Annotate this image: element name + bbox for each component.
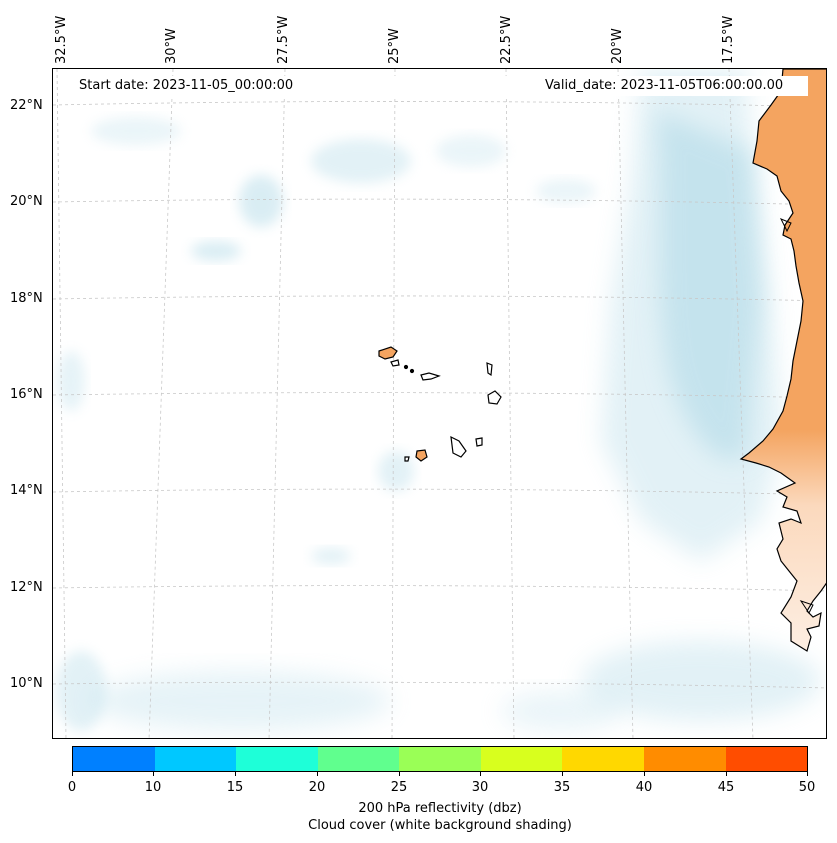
santa-luzia-island [403,364,409,370]
cloud-cover-layer [56,69,821,731]
graticule [53,69,826,738]
brava-island [404,456,410,462]
colorbar-segment-15-20 [236,747,318,771]
colorbar-tick [153,772,154,776]
colorbar-tick-label-45: 45 [717,780,735,795]
fogo-island [415,449,428,462]
lat-label-10n: 10°N [10,676,43,691]
colorbar-tick-label-50: 50 [798,780,816,795]
colorbar-segment-10-15 [154,747,237,771]
colorbar-tick-label-10: 10 [144,780,162,795]
valid-date-label: Valid_date: 2023-11-05T06:00:00.00 [545,78,784,93]
colorbar-tick [807,772,808,776]
sao-nicolau-island [420,372,441,381]
lat-label-12n: 12°N [10,580,43,595]
lon-label-32-5w: 32.5°W [54,15,69,64]
maio-island [475,437,483,447]
colorbar-tick [480,772,481,776]
colorbar-tick [562,772,563,776]
colorbar-tick-label-20: 20 [308,780,326,795]
colorbar-tick [317,772,318,776]
colorbar-segment-0-10 [73,747,155,771]
start-date-label: Start date: 2023-11-05_00:00:00 [79,78,294,93]
lat-label-20n: 20°N [10,194,43,209]
header-background [72,76,808,96]
colorbar-tick [72,772,73,776]
colorbar-tick [235,772,236,776]
colorbar-segment-30-35 [480,747,563,771]
sao-nicolau-dot [409,368,415,374]
colorbar-segment-35-40 [562,747,644,771]
colorbar-tick-label-15: 15 [226,780,244,795]
santiago-island [450,435,467,458]
colorbar-tick-label-35: 35 [553,780,571,795]
colorbar-segment-25-30 [399,747,481,771]
lon-label-27-5w: 27.5°W [276,15,291,64]
lon-label-17-5w: 17.5°W [721,15,736,64]
cape-verde-islands [378,346,502,462]
colorbar-tick-label-0: 0 [67,780,77,795]
lat-label-18n: 18°N [10,291,43,306]
santo-antao-island [378,346,398,360]
lon-label-20w: 20°W [610,28,625,64]
colorbar-title: 200 hPa reflectivity (dbz) [358,801,522,816]
boa-vista-island [487,390,502,405]
lat-label-16n: 16°N [10,387,43,402]
africa-landmass [739,69,826,652]
sao-vicente-island [390,359,400,367]
colorbar-segment-40-45 [643,747,726,771]
sal-island [486,362,493,377]
colorbar-segment-45-50 [725,747,808,771]
map-panel[interactable] [52,68,827,739]
lat-label-22n: 22°N [10,98,43,113]
colorbar-tick [644,772,645,776]
colorbar-tick [726,772,727,776]
lon-label-30w: 30°W [164,28,179,64]
lat-label-14n: 14°N [10,483,43,498]
colorbar-segment-20-25 [317,747,400,771]
map-canvas [53,69,826,738]
coast-detail [779,218,814,614]
lon-label-22-5w: 22.5°W [499,15,514,64]
colorbar-tick-label-30: 30 [471,780,489,795]
colorbar-tick-label-40: 40 [635,780,653,795]
lon-label-25w: 25°W [387,28,402,64]
colorbar-tick [399,772,400,776]
colorbar [72,746,808,772]
colorbar-tick-label-25: 25 [390,780,408,795]
colorbar-subtitle: Cloud cover (white background shading) [308,818,572,833]
